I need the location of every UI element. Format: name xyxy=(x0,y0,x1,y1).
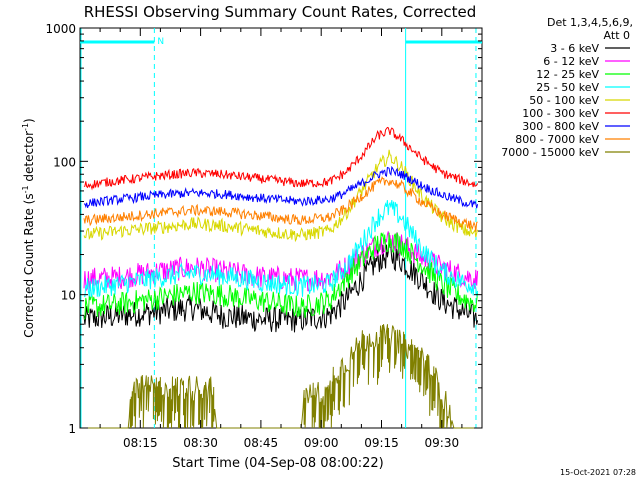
y-axis-label-middle: detector xyxy=(22,131,36,186)
legend-header-line-1: Det 1,3,4,5,6,9, xyxy=(547,16,633,29)
attenuator-state-bars: N xyxy=(80,37,482,47)
series-line-4 xyxy=(83,199,479,298)
x-axis-label: Start Time (04-Sep-08 08:00:22) xyxy=(172,456,383,471)
legend-entry-label-5: 50 - 100 keV xyxy=(529,94,599,107)
x-tick-label-3: 08:45 xyxy=(244,436,279,450)
legend-entry-label-2: 6 - 12 keV xyxy=(543,55,599,68)
series-line-8 xyxy=(83,176,478,232)
series-line-1 xyxy=(83,241,479,333)
legend-entry-label-8: 800 - 7000 keV xyxy=(515,133,599,146)
legend-entry-label-7: 300 - 800 keV xyxy=(522,120,599,133)
series-line-6 xyxy=(83,126,479,191)
series-line-5 xyxy=(83,149,479,243)
y-axis-label-exponent-1: -1 xyxy=(21,185,30,193)
night-label: N xyxy=(157,37,164,47)
axes: 1 10 100 1000 08:15 08:30 08:45 09:00 09:15 09:30 xyxy=(45,22,482,450)
series-line-9 xyxy=(84,324,478,429)
legend-entry-label-1: 3 - 6 keV xyxy=(550,42,599,55)
x-tick-label-5: 09:15 xyxy=(364,436,399,450)
x-tick-label-1: 08:15 xyxy=(123,436,158,450)
legend-header-line-2: Att 0 xyxy=(604,29,630,42)
y-tick-label-1: 1 xyxy=(68,422,76,436)
y-axis-label-base: Corrected Count Rate (s xyxy=(22,193,36,337)
series-line-3 xyxy=(83,231,479,320)
x-tick-label-6: 09:30 xyxy=(425,436,460,450)
legend-entry-label-3: 12 - 25 keV xyxy=(536,68,599,81)
series-layer xyxy=(83,126,479,429)
chart-title: RHESSI Observing Summary Count Rates, Co… xyxy=(84,3,477,21)
y-tick-label-3: 100 xyxy=(53,155,76,169)
y-axis-label-exponent-2: -1 xyxy=(21,123,30,131)
x-tick-label-2: 08:30 xyxy=(183,436,218,450)
footer-timestamp: 15-Oct-2021 07:28 xyxy=(560,468,636,477)
series-line-7 xyxy=(83,165,479,209)
legend-entry-label-4: 25 - 50 keV xyxy=(536,81,599,94)
legend-entry-label-9: 7000 - 15000 keV xyxy=(501,146,599,159)
y-tick-label-2: 10 xyxy=(61,289,76,303)
y-axis-label: Corrected Count Rate (s-1 detector-1) xyxy=(21,118,36,337)
y-axis-label-end: ) xyxy=(22,118,36,123)
y-tick-label-4: 1000 xyxy=(45,22,76,36)
legend-entry-label-6: 100 - 300 keV xyxy=(522,107,599,120)
x-tick-label-4: 09:00 xyxy=(304,436,339,450)
